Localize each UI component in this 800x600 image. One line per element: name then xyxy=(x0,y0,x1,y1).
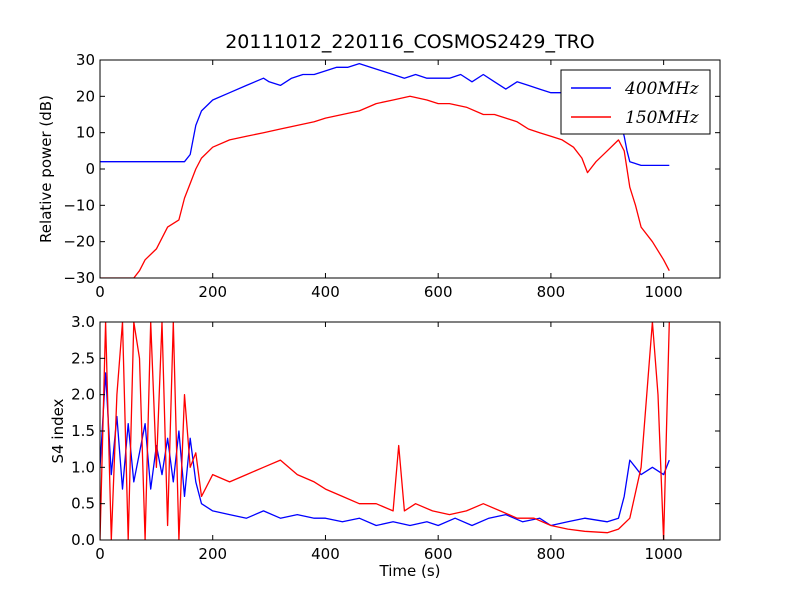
top-y-axis-label: Relative power (dB) xyxy=(37,95,55,243)
top-y-ticks: −30 −20 −10 0 10 20 30 xyxy=(63,51,720,287)
x-axis-label: Time (s) xyxy=(379,562,441,580)
bottom-y-tick-label: 0.5 xyxy=(71,495,95,513)
bottom-panel: 0 200 400 600 800 1000 0.00.51.01.52.02.53.0 … xyxy=(49,313,721,580)
bottom-x-ticks: 0 200 400 600 800 1000 xyxy=(95,322,683,563)
top-legend: 400MHz 150MHz xyxy=(560,69,711,135)
bottom-x-tick-label: 200 xyxy=(198,545,227,563)
bottom-series-150mhz xyxy=(100,322,670,540)
top-x-tick-label: 400 xyxy=(311,283,340,301)
bottom-x-tick-label: 400 xyxy=(311,545,340,563)
top-x-tick-label: 1000 xyxy=(645,283,683,301)
bottom-y-ticks: 0.0 0.5 1.0 1.5 2.0 2.5 3.0 xyxy=(71,313,720,549)
top-y-tick-label: 20 xyxy=(76,87,95,105)
bottom-series-400mhz xyxy=(100,372,670,527)
legend-label-400mhz: 400MHz xyxy=(624,79,700,99)
top-series-150mhz xyxy=(100,95,670,278)
top-y-tick-label: 30 xyxy=(76,51,95,69)
legend-label-150mhz: 150MHz xyxy=(625,108,700,128)
top-y-tick-label: −30 xyxy=(63,269,95,287)
top-x-ticks: 0 200 400 600 800 1000 xyxy=(95,60,683,301)
top-y-tick-label: −10 xyxy=(63,196,95,214)
top-x-tick-label: 600 xyxy=(424,283,453,301)
bottom-x-tick-label: 600 xyxy=(424,545,453,563)
bottom-y-tick-label: 3.0 xyxy=(71,313,95,331)
bottom-x-tick-label: 800 xyxy=(537,545,566,563)
bottom-plot-lines xyxy=(100,322,670,540)
top-x-tick-label: 200 xyxy=(198,283,227,301)
bottom-y-tick-label: 1.5 xyxy=(71,422,95,440)
bottom-y-tick-label: 2.0 xyxy=(71,386,95,404)
bottom-y-tick-label: 0.0 xyxy=(71,531,95,549)
bottom-y-tick-label: 2.5 xyxy=(71,349,95,367)
top-y-tick-label: 0 xyxy=(85,160,95,178)
bottom-y-tick-label: 1.0 xyxy=(71,458,95,476)
top-x-tick-label: 0 xyxy=(95,283,105,301)
top-y-tick-label: −20 xyxy=(63,233,95,251)
top-panel: 0 200 400 600 800 1000 −30 −20 −10 0 10 20 30 Relat… xyxy=(37,51,721,301)
bottom-x-tick-label: 1000 xyxy=(645,545,683,563)
top-y-tick-label: 10 xyxy=(76,124,95,142)
legend-box xyxy=(560,69,711,135)
top-x-tick-label: 800 xyxy=(537,283,566,301)
figure-title: 20111012_220116_COSMOS2429_TRO xyxy=(225,31,595,53)
bottom-y-axis-label: S4 index xyxy=(49,398,67,463)
bottom-x-tick-label: 0 xyxy=(95,545,105,563)
